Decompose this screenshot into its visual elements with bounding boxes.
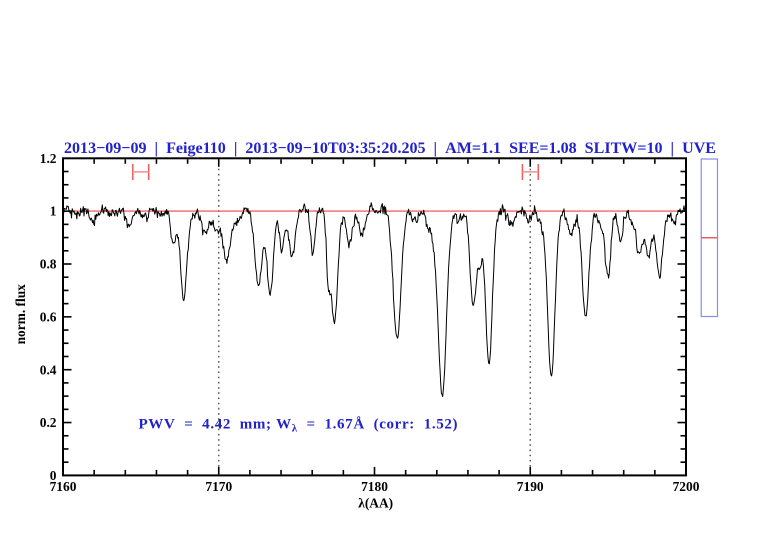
svg-text:0.2: 0.2: [40, 415, 57, 430]
svg-text:0.4: 0.4: [40, 362, 57, 377]
svg-text:λ(AA): λ(AA): [358, 495, 393, 510]
svg-text:0.6: 0.6: [40, 310, 57, 325]
svg-text:PWV = 4.42 mm; Wλ = 1.67Å: PWV = 4.42 mm; Wλ = 1.67Å (corr: 1.52): [139, 417, 458, 435]
svg-text:1: 1: [50, 204, 57, 219]
svg-text:7180: 7180: [361, 479, 388, 494]
svg-text:7170: 7170: [205, 479, 232, 494]
svg-text:1.2: 1.2: [40, 151, 57, 166]
svg-text:2013−09−09 | Feige110 | 20: 2013−09−09 | Feige110 | 2013−09−10T03:35…: [64, 140, 716, 157]
svg-text:7160: 7160: [50, 479, 77, 494]
svg-text:norm. flux: norm. flux: [13, 284, 28, 345]
svg-text:0.8: 0.8: [40, 257, 57, 272]
svg-text:7200: 7200: [673, 479, 700, 494]
svg-text:0: 0: [50, 468, 57, 483]
svg-text:7190: 7190: [517, 479, 544, 494]
